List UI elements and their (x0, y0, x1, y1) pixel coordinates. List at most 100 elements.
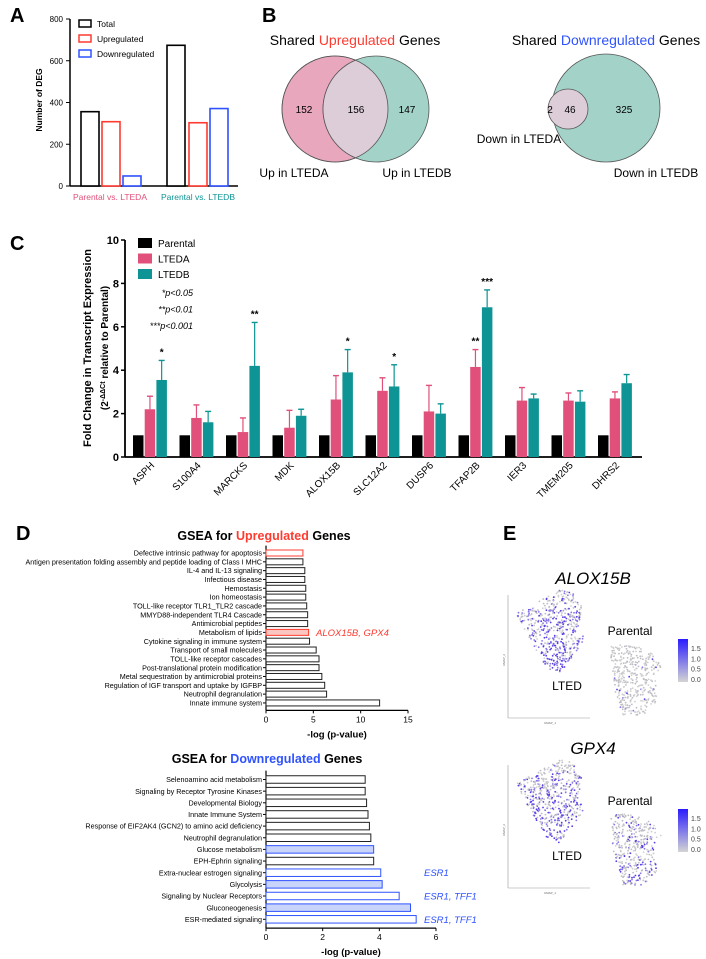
gene-annotation: ALOX15B, GPX4 (315, 628, 389, 639)
umap-cell (557, 817, 560, 820)
bar (265, 786, 366, 796)
umap-cell (572, 796, 574, 799)
umap-cell (536, 638, 538, 640)
category-label: TOLL-like receptor TLR1_TLR2 cascade (133, 602, 262, 611)
umap-cell (561, 621, 564, 624)
umap-cell (559, 646, 561, 649)
umap-cell (634, 689, 637, 691)
umap-cell (614, 683, 616, 686)
umap-cell (631, 663, 634, 666)
umap-cell (620, 680, 622, 683)
category-label: Antigen presentation folding assembly an… (25, 557, 262, 566)
umap-cell (645, 705, 648, 708)
umap-cell (612, 667, 615, 670)
umap-cell (646, 870, 649, 872)
umap-cell (651, 653, 653, 655)
significance-stars: *** (481, 277, 493, 288)
umap-cell (651, 658, 654, 660)
umap-cell (550, 814, 553, 817)
umap-cell (615, 853, 617, 856)
umap-cell (616, 666, 619, 668)
umap-cell (546, 651, 549, 653)
umap-cell (545, 619, 548, 622)
bar-lteda (609, 398, 621, 457)
umap-cell (627, 849, 629, 852)
umap-cell (563, 811, 566, 813)
umap-cell (569, 792, 572, 795)
umap-cell (572, 601, 575, 604)
umap-cell (564, 791, 567, 794)
umap-cell (555, 646, 557, 649)
umap-cell (535, 786, 538, 788)
umap-cell (545, 631, 548, 634)
umap-cell (631, 696, 634, 699)
umap-cell (576, 792, 579, 795)
legend-label: LTEDA (158, 255, 190, 266)
umap-cell (549, 829, 552, 832)
umap-cell (620, 875, 623, 877)
umap-cell (527, 627, 529, 629)
umap-cell (646, 679, 648, 682)
umap-cell (539, 820, 542, 823)
umap-cell (544, 652, 547, 655)
umap-cell (547, 797, 549, 799)
bar-ltedb (528, 398, 539, 457)
umap-cell (570, 818, 573, 821)
bar (265, 602, 308, 610)
umap-cell (535, 804, 538, 807)
umap-cell (640, 838, 643, 841)
umap-cell (543, 627, 545, 630)
umap-cell (567, 766, 569, 769)
y-axis-label: Number of DEG (34, 68, 44, 132)
umap-cell (536, 628, 539, 631)
umap-cell (637, 879, 639, 881)
umap-cell (553, 795, 555, 798)
umap-cell (629, 818, 631, 821)
umap-cell (619, 706, 622, 709)
umap-cell (575, 773, 577, 776)
umap-cell (642, 851, 645, 853)
category-label: Metal sequestration by antimicrobial pro… (120, 672, 263, 681)
umap-cell (524, 793, 526, 796)
umap-x-label: UMAP_1 (544, 891, 556, 895)
title-part: GSEA for (172, 752, 231, 766)
umap-cell (550, 627, 553, 629)
umap-cell (619, 865, 622, 868)
umap-y-label: UMAP_2 (502, 824, 506, 836)
umap-cell (557, 793, 560, 796)
umap-cell (626, 670, 629, 673)
umap-plot-alox15b: UMAP_2 UMAP_1 ALOX15B LTED Parental 1.5 1.0 0.5… (502, 569, 701, 725)
bar-parental (319, 435, 330, 457)
umap-cell (575, 625, 578, 628)
umap-cell (548, 637, 551, 640)
umap-cell (637, 858, 640, 861)
umap-cell (561, 599, 563, 602)
umap-cell (574, 804, 577, 807)
umap-cell (551, 783, 554, 785)
umap-cell (621, 698, 624, 701)
umap-cell (520, 788, 523, 790)
umap-cell (623, 679, 625, 682)
umap-cell (619, 688, 622, 690)
umap-cell (517, 615, 519, 617)
umap-cell (649, 690, 651, 692)
umap-cell (635, 831, 637, 834)
umap-cell (556, 653, 558, 656)
umap-cell (618, 647, 621, 650)
umap-cell (651, 856, 654, 859)
umap-cell (626, 657, 629, 659)
umap-cell (630, 703, 633, 706)
umap-cell (562, 646, 565, 648)
umap-cell (652, 688, 655, 690)
umap-cell (619, 816, 621, 818)
umap-cell (654, 700, 657, 703)
bar (265, 845, 375, 854)
umap-cell (641, 666, 644, 669)
umap-cell (573, 626, 575, 628)
umap-cell (572, 643, 574, 646)
umap-cell (533, 624, 536, 627)
umap-cell (576, 639, 579, 642)
umap-cell (549, 616, 552, 619)
umap-cell (565, 646, 567, 649)
umap-cell (560, 821, 563, 824)
